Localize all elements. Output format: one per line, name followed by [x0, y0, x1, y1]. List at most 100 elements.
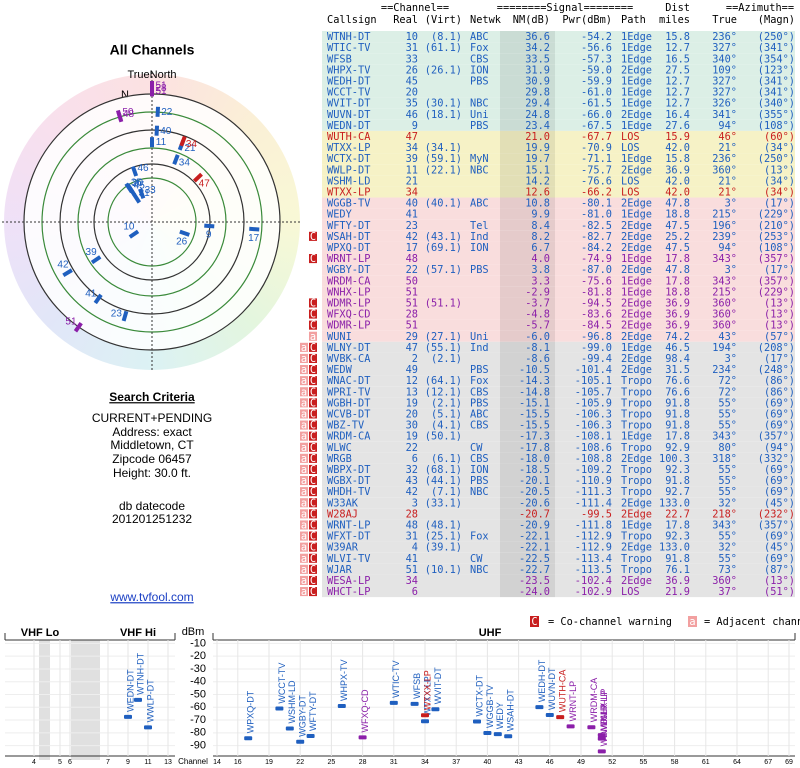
warning-box [309, 376, 317, 386]
nm-stripe [500, 31, 555, 43]
cell-call: WRGB [327, 453, 352, 465]
warning-box [309, 420, 317, 430]
cell-real: 3 [412, 497, 418, 509]
adj-legend: = Adjacent channel warning [704, 616, 800, 628]
cell-path: Tropo [621, 386, 652, 398]
cell-path: 2Edge [621, 508, 652, 520]
cell-net: ABC [470, 31, 489, 43]
warning-box [309, 398, 317, 408]
nm-stripe [500, 397, 555, 409]
signal-callsign: WTXX-LP [422, 670, 432, 710]
cell-pwr: -80.1 [581, 198, 612, 210]
warning-icon: C [310, 586, 316, 598]
cell-pwr: -102.9 [575, 586, 612, 598]
cell-magn: (229°) [758, 286, 795, 298]
cell-pwr: -108.1 [575, 431, 612, 443]
cell-path: Tropo [621, 475, 652, 487]
cell-net: Uni [470, 109, 489, 121]
channel-tick-label: 43 [515, 759, 523, 766]
cell-magn: (250°) [758, 153, 795, 165]
warning-box [309, 254, 317, 264]
cell-net: ION [470, 242, 489, 254]
warning-icon: C [310, 231, 316, 243]
nm-stripe [500, 364, 555, 376]
signal-bar [421, 719, 429, 724]
cell-dist: 15.8 [665, 153, 690, 165]
cell-real: 51 [406, 286, 418, 298]
cell-nm: 23.4 [525, 120, 550, 132]
cell-nm: 8.4 [531, 220, 550, 232]
cell-magn: (232°) [758, 508, 795, 520]
channel-tick-label: 4 [32, 759, 36, 766]
signal-callsign: WSAH-DT [506, 689, 516, 731]
cell-nm: 34.2 [525, 42, 550, 54]
column-header: Real [393, 14, 418, 26]
cell-real: 49 [406, 364, 418, 376]
cell-magn: (69°) [764, 531, 795, 543]
cell-real: 6 [412, 453, 418, 465]
warning-box [300, 564, 308, 574]
station-channel: 47 [199, 179, 211, 190]
cell-true: 236° [712, 31, 737, 43]
signal-callsign: WTXX-LP [422, 676, 432, 716]
cell-net: Fox [470, 531, 489, 543]
channel-tick-label: 34 [421, 759, 429, 766]
warning-box [300, 487, 308, 497]
warning-box [300, 342, 308, 352]
cell-true: 32° [718, 542, 737, 554]
cell-pwr: -87.0 [581, 264, 612, 276]
warning-box [309, 542, 317, 552]
channel-tick-label: 6 [68, 759, 72, 766]
station-channel: 51 [155, 86, 167, 97]
cell-real: 35 [406, 98, 418, 110]
warning-icon: C [310, 453, 316, 465]
cell-path: 2Edge [621, 64, 652, 76]
cell-pwr: -59.0 [581, 64, 612, 76]
cell-pwr: -82.7 [581, 231, 612, 243]
cell-path: 1Edge [621, 209, 652, 221]
cell-true: 239° [712, 231, 737, 243]
cell-true: 343° [712, 431, 737, 443]
station-mark [128, 229, 140, 239]
warning-box [300, 431, 308, 441]
warning-box [309, 342, 317, 352]
cell-pwr: -57.3 [581, 53, 612, 65]
cell-path: 2Edge [621, 109, 652, 121]
y-axis-label: dBm [182, 626, 205, 638]
signal-callsign: WCTX-DT [474, 674, 484, 716]
site-link[interactable]: www.tvfool.com [109, 590, 193, 604]
row-background [322, 208, 795, 220]
station-mark [155, 106, 161, 117]
warning-icon: a [301, 453, 307, 465]
cell-net: PBS [470, 75, 489, 87]
cell-call: WGBX-DT [327, 475, 370, 487]
warning-icon: C [310, 519, 316, 531]
cell-pwr: -84.5 [581, 320, 612, 332]
cell-call: WCVB-DT [327, 408, 370, 420]
cell-dist: 91.8 [665, 408, 690, 420]
cell-call: WRNT-LP [327, 253, 370, 265]
cell-call: WUNI [327, 331, 352, 343]
cell-net: CBS [470, 420, 489, 432]
nm-stripe [500, 197, 555, 209]
cell-real: 46 [406, 109, 418, 121]
warning-icon: a [301, 497, 307, 509]
cell-true: 55° [718, 553, 737, 565]
cell-dist: 92.9 [665, 442, 690, 454]
row-background [322, 463, 795, 475]
cell-dist: 18.8 [665, 209, 690, 221]
station-channel: 33 [145, 185, 157, 196]
cell-pwr: -61.5 [581, 98, 612, 110]
nm-stripe [500, 75, 555, 87]
column-header: True [712, 14, 737, 26]
warning-icon: a [301, 464, 307, 476]
cell-dist: 12.7 [665, 98, 690, 110]
cell-path: LOS [621, 186, 640, 198]
cell-true: 55° [718, 397, 737, 409]
cell-net: CBS [470, 386, 489, 398]
cell-path: LOS [621, 586, 640, 598]
nm-stripe [500, 164, 555, 176]
cell-magn: (17°) [764, 198, 795, 210]
cell-net: NBC [470, 486, 489, 498]
co-icon-box [530, 616, 539, 627]
